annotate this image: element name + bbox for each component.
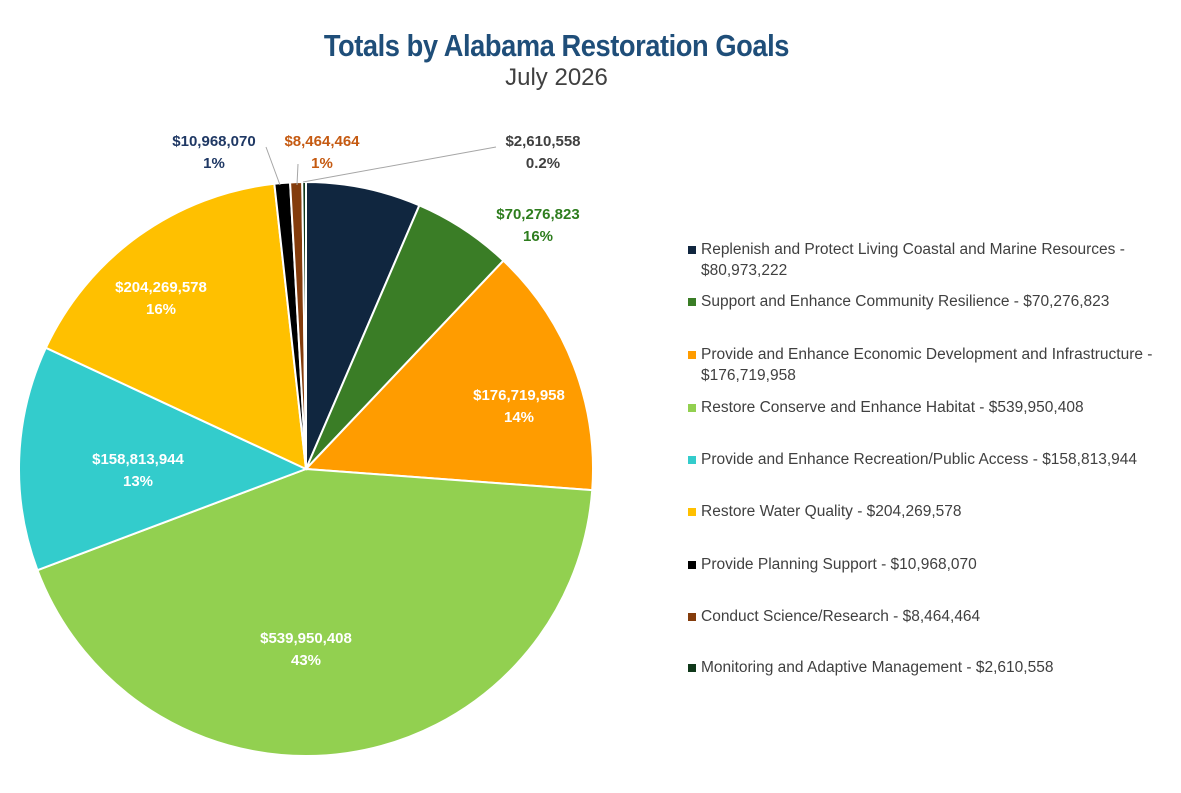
legend-swatch bbox=[688, 508, 696, 516]
data-label-value-6: $204,269,578 bbox=[115, 279, 207, 296]
legend-item: Provide Planning Support - $10,968,070 bbox=[683, 554, 1173, 575]
data-label-value-3: $176,719,958 bbox=[473, 387, 565, 404]
pie-slice-3 bbox=[303, 259, 594, 492]
legend-label: Restore Water Quality - $204,269,578 bbox=[701, 503, 962, 520]
pie-slice-1 bbox=[305, 180, 421, 470]
legend-swatch bbox=[688, 351, 696, 359]
legend-item: Monitoring and Adaptive Management - $2,… bbox=[683, 657, 1173, 678]
data-label-pct-9: 0.2% bbox=[526, 155, 560, 172]
legend-item: Conduct Science/Research - $8,464,464 bbox=[683, 606, 1173, 627]
legend-label: Provide and Enhance Economic Development… bbox=[701, 346, 1153, 384]
data-label-pct-4: 43% bbox=[291, 652, 321, 669]
data-label-value-7: $10,968,070 bbox=[172, 133, 255, 150]
leader-line-9 bbox=[302, 146, 497, 183]
pie-slice-4 bbox=[36, 467, 594, 758]
legend-item: Restore Conserve and Enhance Habitat - $… bbox=[683, 397, 1173, 418]
data-label-pct-7: 1% bbox=[203, 155, 225, 172]
data-label-pct-6: 16% bbox=[146, 301, 176, 318]
legend-item: Support and Enhance Community Resilience… bbox=[683, 291, 1173, 312]
legend-swatch bbox=[688, 664, 696, 672]
legend-swatch bbox=[688, 246, 696, 254]
pie-slice-6 bbox=[44, 182, 308, 471]
pie-slice-5 bbox=[18, 346, 309, 572]
legend-swatch bbox=[688, 298, 696, 306]
data-label-value-5: $158,813,944 bbox=[92, 451, 184, 468]
data-label-value-8: $8,464,464 bbox=[284, 133, 360, 150]
legend-swatch bbox=[688, 404, 696, 412]
data-label-pct-2: 16% bbox=[523, 228, 553, 245]
legend-label: Support and Enhance Community Resilience… bbox=[701, 293, 1110, 310]
data-label-value-2: $70,276,823 bbox=[496, 206, 579, 223]
leader-line-7 bbox=[265, 146, 281, 186]
data-label-value-4: $539,950,408 bbox=[260, 630, 352, 647]
legend-swatch bbox=[688, 456, 696, 464]
legend-item: Provide and Enhance Economic Development… bbox=[683, 344, 1173, 386]
leader-line-8 bbox=[296, 163, 299, 186]
data-label-pct-3: 14% bbox=[504, 409, 534, 426]
legend-label: Provide Planning Support - $10,968,070 bbox=[701, 556, 977, 573]
chart-title: Totals by Alabama Restoration Goals bbox=[323, 28, 790, 63]
legend-swatch bbox=[688, 561, 696, 569]
data-label-value-9: $2,610,558 bbox=[505, 133, 580, 150]
legend-swatch bbox=[688, 613, 696, 621]
legend-label: Monitoring and Adaptive Management - $2,… bbox=[701, 659, 1054, 676]
data-label-pct-5: 13% bbox=[123, 473, 153, 490]
legend-label: Replenish and Protect Living Coastal and… bbox=[701, 241, 1125, 279]
data-label-pct-8: 1% bbox=[311, 155, 333, 172]
legend-item: Provide and Enhance Recreation/Public Ac… bbox=[683, 449, 1173, 470]
legend-item: Restore Water Quality - $204,269,578 bbox=[683, 501, 1173, 522]
chart-subtitle: July 2026 bbox=[505, 64, 608, 91]
legend-item: Replenish and Protect Living Coastal and… bbox=[683, 239, 1173, 281]
legend-label: Provide and Enhance Recreation/Public Ac… bbox=[701, 451, 1138, 468]
pie-chart: $70,276,823 16% $176,719,958 14% $539,950,40… bbox=[18, 133, 594, 758]
legend-label: Restore Conserve and Enhance Habitat - $… bbox=[701, 399, 1084, 416]
legend-label: Conduct Science/Research - $8,464,464 bbox=[701, 608, 981, 625]
